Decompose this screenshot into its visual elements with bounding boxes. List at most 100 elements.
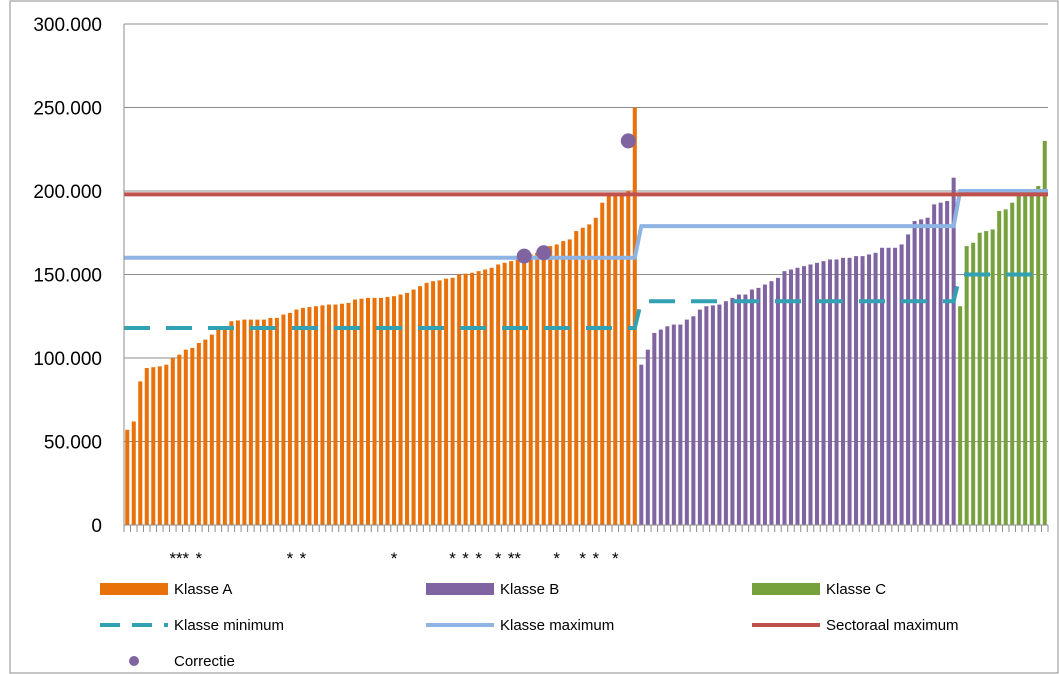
bar-klasse-a — [418, 286, 423, 525]
bar-klasse-a — [144, 368, 149, 525]
bar-klasse-b — [723, 301, 728, 525]
bar-klasse-a — [600, 202, 605, 525]
bar-klasse-b — [932, 204, 937, 526]
bar-klasse-b — [906, 234, 911, 526]
legend-label-correctie: Correctie — [174, 653, 235, 670]
bar-klasse-a — [580, 227, 585, 526]
asterisk-marker: * — [579, 549, 586, 568]
bar-klasse-a — [632, 107, 637, 525]
asterisk-marker: * — [495, 549, 502, 568]
asterisk-marker: * — [287, 549, 294, 568]
bar-klasse-a — [190, 347, 195, 525]
bar-klasse-a — [457, 274, 462, 525]
bar-klasse-b — [743, 294, 748, 525]
bar-klasse-b — [899, 244, 904, 525]
reference-lines — [124, 189, 1048, 330]
bar-klasse-a — [248, 319, 253, 525]
bar-klasse-a — [385, 297, 390, 525]
bar-klasse-a — [554, 244, 559, 525]
bar-klasse-a — [313, 306, 318, 525]
bar-klasse-c — [997, 211, 1002, 526]
bar-klasse-a — [424, 282, 429, 525]
bar-klasse-c — [977, 232, 982, 525]
bar-klasse-a — [170, 358, 175, 525]
bar-klasse-b — [860, 256, 865, 525]
bar-klasse-b — [704, 306, 709, 525]
bar-klasse-b — [919, 219, 924, 525]
klasse-minimum-line — [124, 272, 1048, 330]
bar-klasse-a — [229, 321, 234, 525]
correctie-point — [536, 245, 552, 261]
bar-klasse-a — [294, 309, 299, 525]
bar-klasse-a — [333, 304, 338, 525]
asterisk-marker: * — [514, 549, 521, 568]
bar-klasse-b — [827, 259, 833, 525]
asterisk-marker: * — [449, 549, 456, 568]
asterisk-marker: * — [475, 549, 482, 568]
bar-klasse-c — [958, 306, 963, 525]
bar-klasse-c — [1029, 191, 1034, 525]
bar-klasse-c — [1016, 196, 1021, 525]
bar-klasse-a — [222, 326, 227, 525]
y-tick-label: 150.000 — [33, 266, 102, 287]
bar-klasse-c — [964, 246, 969, 526]
bar-klasse-a — [209, 334, 214, 525]
bar-klasse-a — [528, 254, 533, 525]
asterisk-marker: * — [169, 549, 176, 568]
bar-klasse-a — [326, 304, 331, 525]
bar-klasse-b — [665, 326, 670, 525]
bar-klasse-b — [710, 305, 715, 525]
bar-klasse-a — [392, 296, 397, 525]
bar-klasse-a — [372, 297, 377, 525]
legend-label-klasse-c: Klasse C — [826, 581, 886, 598]
bar-klasse-a — [183, 349, 188, 525]
bar-klasse-a — [593, 217, 598, 525]
bar-klasse-b — [782, 271, 787, 525]
bar-klasse-a — [268, 317, 273, 525]
bar-klasse-b — [678, 324, 683, 525]
bar-klasse-a — [606, 196, 611, 525]
bar-klasse-a — [626, 191, 631, 525]
bar-klasse-b — [841, 257, 846, 525]
bar-klasse-a — [164, 364, 169, 525]
bar-klasse-b — [867, 254, 872, 525]
bar-klasse-a — [398, 294, 403, 525]
bar-klasse-b — [691, 316, 696, 525]
bar-klasse-b — [893, 247, 898, 525]
bar-klasse-b — [801, 266, 807, 525]
bars — [125, 107, 1047, 526]
bar-klasse-a — [307, 307, 312, 525]
bar-klasse-a — [535, 252, 540, 526]
legend-label-klasse-maximum: Klasse maximum — [500, 617, 614, 634]
y-tick-label: 0 — [91, 516, 102, 537]
y-tick-label: 50.000 — [44, 433, 102, 454]
bar-klasse-a — [619, 192, 624, 526]
bar-klasse-a — [613, 194, 618, 525]
bar-klasse-b — [658, 329, 663, 525]
bar-klasse-a — [522, 256, 527, 525]
bar-klasse-b — [762, 284, 767, 525]
bar-klasse-b — [684, 319, 689, 525]
bar-klasse-a — [138, 381, 143, 525]
y-tick-label: 300.000 — [33, 15, 102, 36]
bar-klasse-a — [476, 271, 481, 525]
bar-klasse-a — [587, 224, 592, 525]
correction-points — [516, 133, 636, 264]
bar-klasse-c — [971, 242, 976, 525]
bar-klasse-b — [775, 277, 780, 525]
bar-klasse-b — [756, 287, 761, 525]
bar-klasse-c — [984, 231, 989, 525]
asterisk-marker: * — [553, 549, 560, 568]
bar-klasse-b — [645, 349, 650, 525]
bar-klasse-b — [821, 261, 826, 525]
bar-klasse-a — [450, 277, 455, 525]
bar-klasse-a — [444, 278, 449, 525]
legend-label-klasse-b: Klasse B — [500, 581, 559, 598]
bar-klasse-c — [1023, 192, 1028, 526]
bar-klasse-a — [287, 312, 292, 525]
asterisk-marker: * — [183, 549, 190, 568]
bar-klasse-a — [548, 246, 553, 526]
bar-klasse-b — [925, 217, 930, 525]
asterisk-markers: * * * * * * * * * * * * * * * * * — [169, 549, 618, 568]
